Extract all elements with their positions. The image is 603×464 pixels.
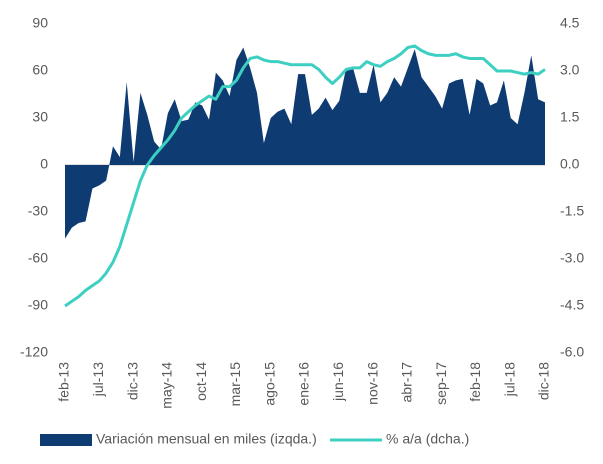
y-tick-label: 30 [32, 109, 48, 125]
x-tick-label: jul-13 [90, 362, 106, 397]
y-tick-label: -90 [28, 297, 48, 313]
y2-tick-label: -6.0 [560, 344, 584, 360]
x-tick-label: feb-18 [467, 362, 483, 402]
y2-tick-label: -3.0 [560, 250, 584, 266]
x-tick-label: sep-17 [433, 362, 449, 405]
y2-tick-label: 4.5 [560, 15, 580, 31]
y2-tick-label: 1.5 [560, 109, 580, 125]
legend-item: Variación mensual en miles (izqda.) [40, 431, 317, 447]
y2-tick-label: -1.5 [560, 203, 584, 219]
y-tick-label: -120 [20, 344, 48, 360]
legend-label: % a/a (dcha.) [386, 431, 469, 447]
y2-tick-label: -4.5 [560, 297, 584, 313]
x-tick-label: jul-18 [501, 362, 517, 397]
y2-tick-label: 3.0 [560, 62, 580, 78]
x-tick-label: ago-15 [261, 362, 277, 406]
x-tick-label: jun-16 [330, 362, 346, 402]
x-tick-label: mar-15 [227, 362, 243, 407]
line [64, 44, 546, 308]
y-tick-label: -60 [28, 250, 48, 266]
x-tick-label: may-14 [159, 362, 175, 409]
x-tick-label: nov-16 [364, 362, 380, 405]
x-tick-label: abr-17 [399, 362, 415, 403]
legend-label: Variación mensual en miles (izqda.) [96, 431, 317, 447]
y-tick-label: -30 [28, 203, 48, 219]
y-tick-label: 90 [32, 15, 48, 31]
y-tick-label: 0 [40, 156, 48, 172]
x-tick-label: oct-14 [193, 362, 209, 401]
y2-tick-label: 0.0 [560, 156, 580, 172]
legend-swatch [40, 434, 92, 446]
y-tick-label: 60 [32, 62, 48, 78]
legend-item: % a/a (dcha.) [330, 431, 469, 447]
x-tick-label: dic-13 [124, 362, 140, 400]
x-tick-label: feb-13 [56, 362, 72, 402]
area [65, 47, 545, 239]
x-tick-label: ene-16 [296, 362, 312, 406]
x-tick-label: dic-18 [536, 362, 552, 400]
